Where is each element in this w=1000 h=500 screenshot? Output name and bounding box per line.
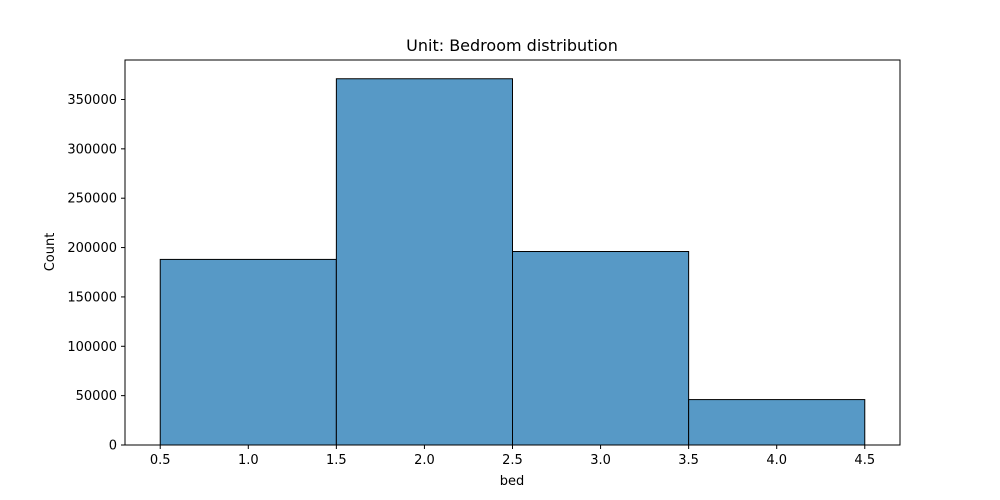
x-tick-label: 4.5 — [854, 453, 875, 468]
x-tick-label: 1.5 — [326, 453, 347, 468]
chart-title: Unit: Bedroom distribution — [406, 36, 618, 55]
y-tick-label: 200000 — [67, 241, 117, 256]
x-tick-label: 0.5 — [150, 453, 171, 468]
x-tick-label: 2.0 — [414, 453, 435, 468]
x-tick-label: 2.5 — [502, 453, 523, 468]
histogram-bar-1 — [335, 78, 514, 446]
y-tick-label: 0 — [109, 439, 117, 454]
y-axis-label: Count — [43, 233, 58, 272]
y-tick-label: 350000 — [67, 93, 117, 108]
y-tick-label: 300000 — [67, 142, 117, 157]
x-tick-label: 1.0 — [238, 453, 259, 468]
y-tick-label: 150000 — [67, 290, 117, 305]
x-tick-label: 3.5 — [678, 453, 699, 468]
histogram-bar-2 — [512, 251, 690, 446]
histogram-bar-3 — [688, 399, 866, 446]
y-tick-label: 250000 — [67, 192, 117, 207]
y-tick-label: 100000 — [67, 340, 117, 355]
histogram-bar-0 — [159, 258, 337, 446]
y-axis-ticks: 0 50000 100000 150000 200000 250000 300000 3500… — [67, 93, 125, 454]
y-tick-label: 50000 — [76, 389, 117, 404]
x-tick-label: 4.0 — [766, 453, 787, 468]
x-axis-ticks: 0.5 1.0 1.5 2.0 2.5 3.0 3.5 4.0 4.5 — [150, 445, 875, 468]
x-tick-label: 3.0 — [590, 453, 611, 468]
x-axis-label: bed — [500, 474, 525, 489]
bars-group — [159, 78, 866, 446]
